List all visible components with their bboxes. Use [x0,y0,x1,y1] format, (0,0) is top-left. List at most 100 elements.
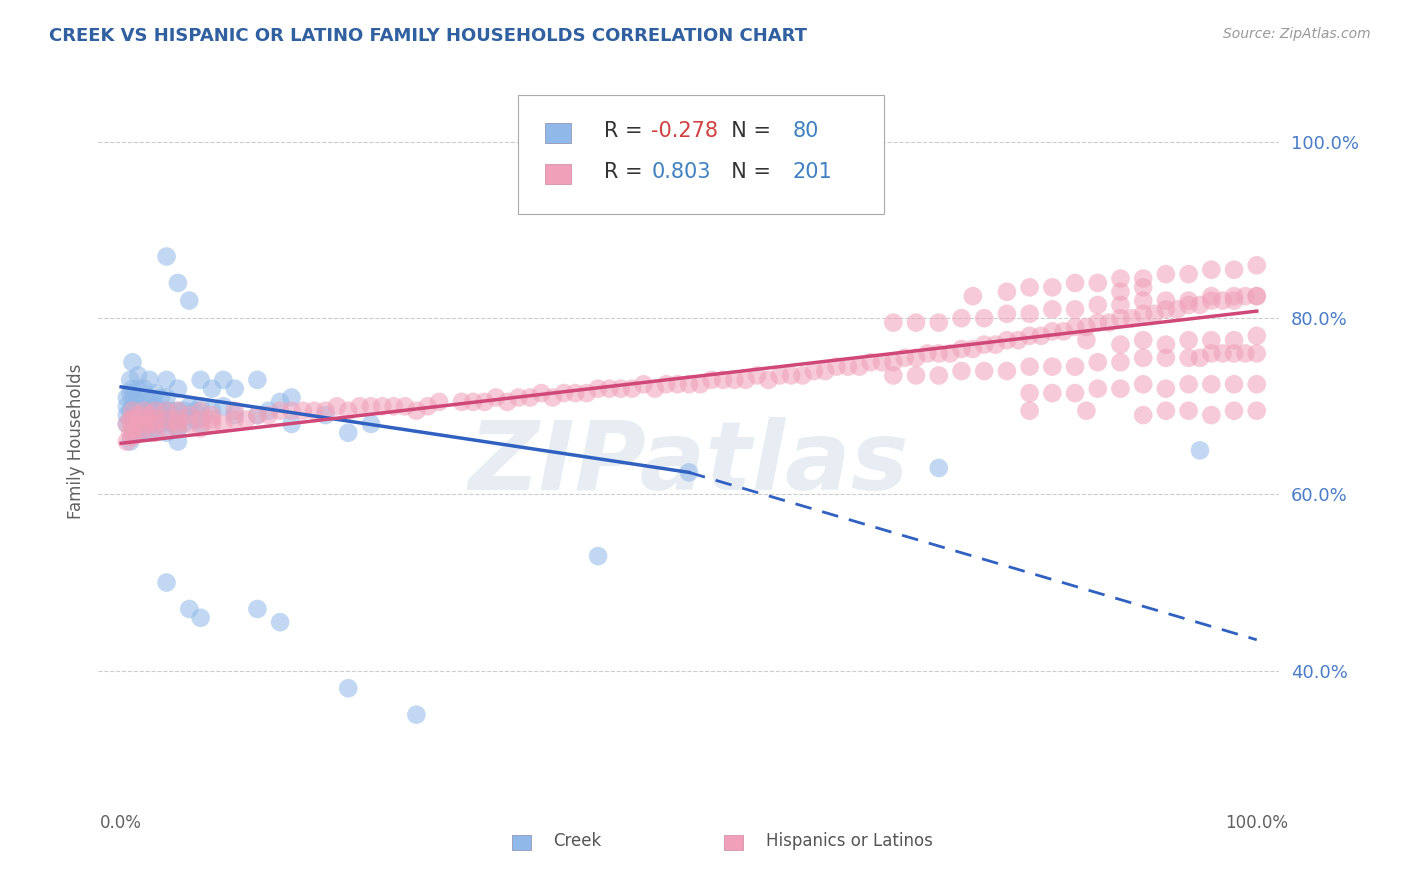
Point [120,373,142,387]
Point [814,364,837,378]
Point [138,403,160,417]
Point [162,417,183,431]
Point [121,403,143,417]
Point [246,602,269,616]
Point [1246,258,1268,272]
Bar [546,164,571,185]
Point [1223,333,1246,347]
Point [149,417,172,431]
Point [1018,386,1040,401]
Point [143,386,166,401]
Point [1223,262,1246,277]
Point [132,417,155,431]
Point [184,412,207,426]
Point [155,403,177,417]
Point [1154,337,1177,351]
Point [269,615,291,630]
Point [1212,346,1234,360]
Text: Source: ZipAtlas.com: Source: ZipAtlas.com [1223,27,1371,41]
Point [143,412,166,426]
Point [586,382,609,396]
Point [315,403,337,417]
Point [1076,320,1098,334]
Point [1040,302,1063,317]
Point [1154,293,1177,308]
Point [127,412,149,426]
Point [173,403,195,417]
Point [1132,280,1154,294]
FancyBboxPatch shape [517,95,884,214]
Point [121,403,143,417]
Point [143,421,166,435]
Point [427,395,450,409]
Point [950,364,973,378]
Point [745,368,768,383]
Point [167,403,190,417]
Point [371,399,394,413]
Point [1246,346,1268,360]
Point [138,408,160,422]
Point [825,359,848,374]
Point [121,430,143,444]
Point [1109,298,1132,312]
Point [1040,359,1063,374]
Point [1132,293,1154,308]
Point [132,382,155,396]
Point [1177,377,1199,392]
Point [179,408,201,422]
Point [950,342,973,356]
Point [143,425,166,440]
Point [1040,325,1063,339]
Point [162,403,183,417]
Point [246,373,269,387]
Point [138,425,160,440]
Point [870,355,893,369]
Point [132,425,155,440]
Point [124,403,146,417]
Point [280,403,302,417]
Point [155,391,177,405]
Point [1188,351,1211,365]
Point [928,346,950,360]
Point [1201,293,1223,308]
Point [530,386,553,401]
Point [167,412,190,426]
Point [962,289,984,303]
Point [1154,351,1177,365]
Point [995,307,1018,321]
Point [257,408,280,422]
Point [280,417,302,431]
Point [201,412,224,426]
Point [950,311,973,326]
Point [173,417,195,431]
Point [1154,267,1177,281]
Point [1040,280,1063,294]
Point [1154,382,1177,396]
Point [1064,276,1087,290]
Point [115,391,138,405]
Point [1234,346,1257,360]
Point [190,399,212,413]
Text: R =: R = [605,162,650,182]
Point [212,399,235,413]
Point [121,421,143,435]
Point [127,382,149,396]
Point [553,386,575,401]
Point [1018,307,1040,321]
Point [995,285,1018,299]
Point [190,373,212,387]
Text: N =: N = [718,121,778,141]
Point [973,337,995,351]
Point [149,403,172,417]
Point [201,417,224,431]
Point [917,346,939,360]
Point [326,399,349,413]
Point [120,425,142,440]
Point [905,351,928,365]
Point [711,373,734,387]
Point [1132,307,1154,321]
Point [127,417,149,431]
Point [124,417,146,431]
Point [155,412,177,426]
Point [1246,289,1268,303]
